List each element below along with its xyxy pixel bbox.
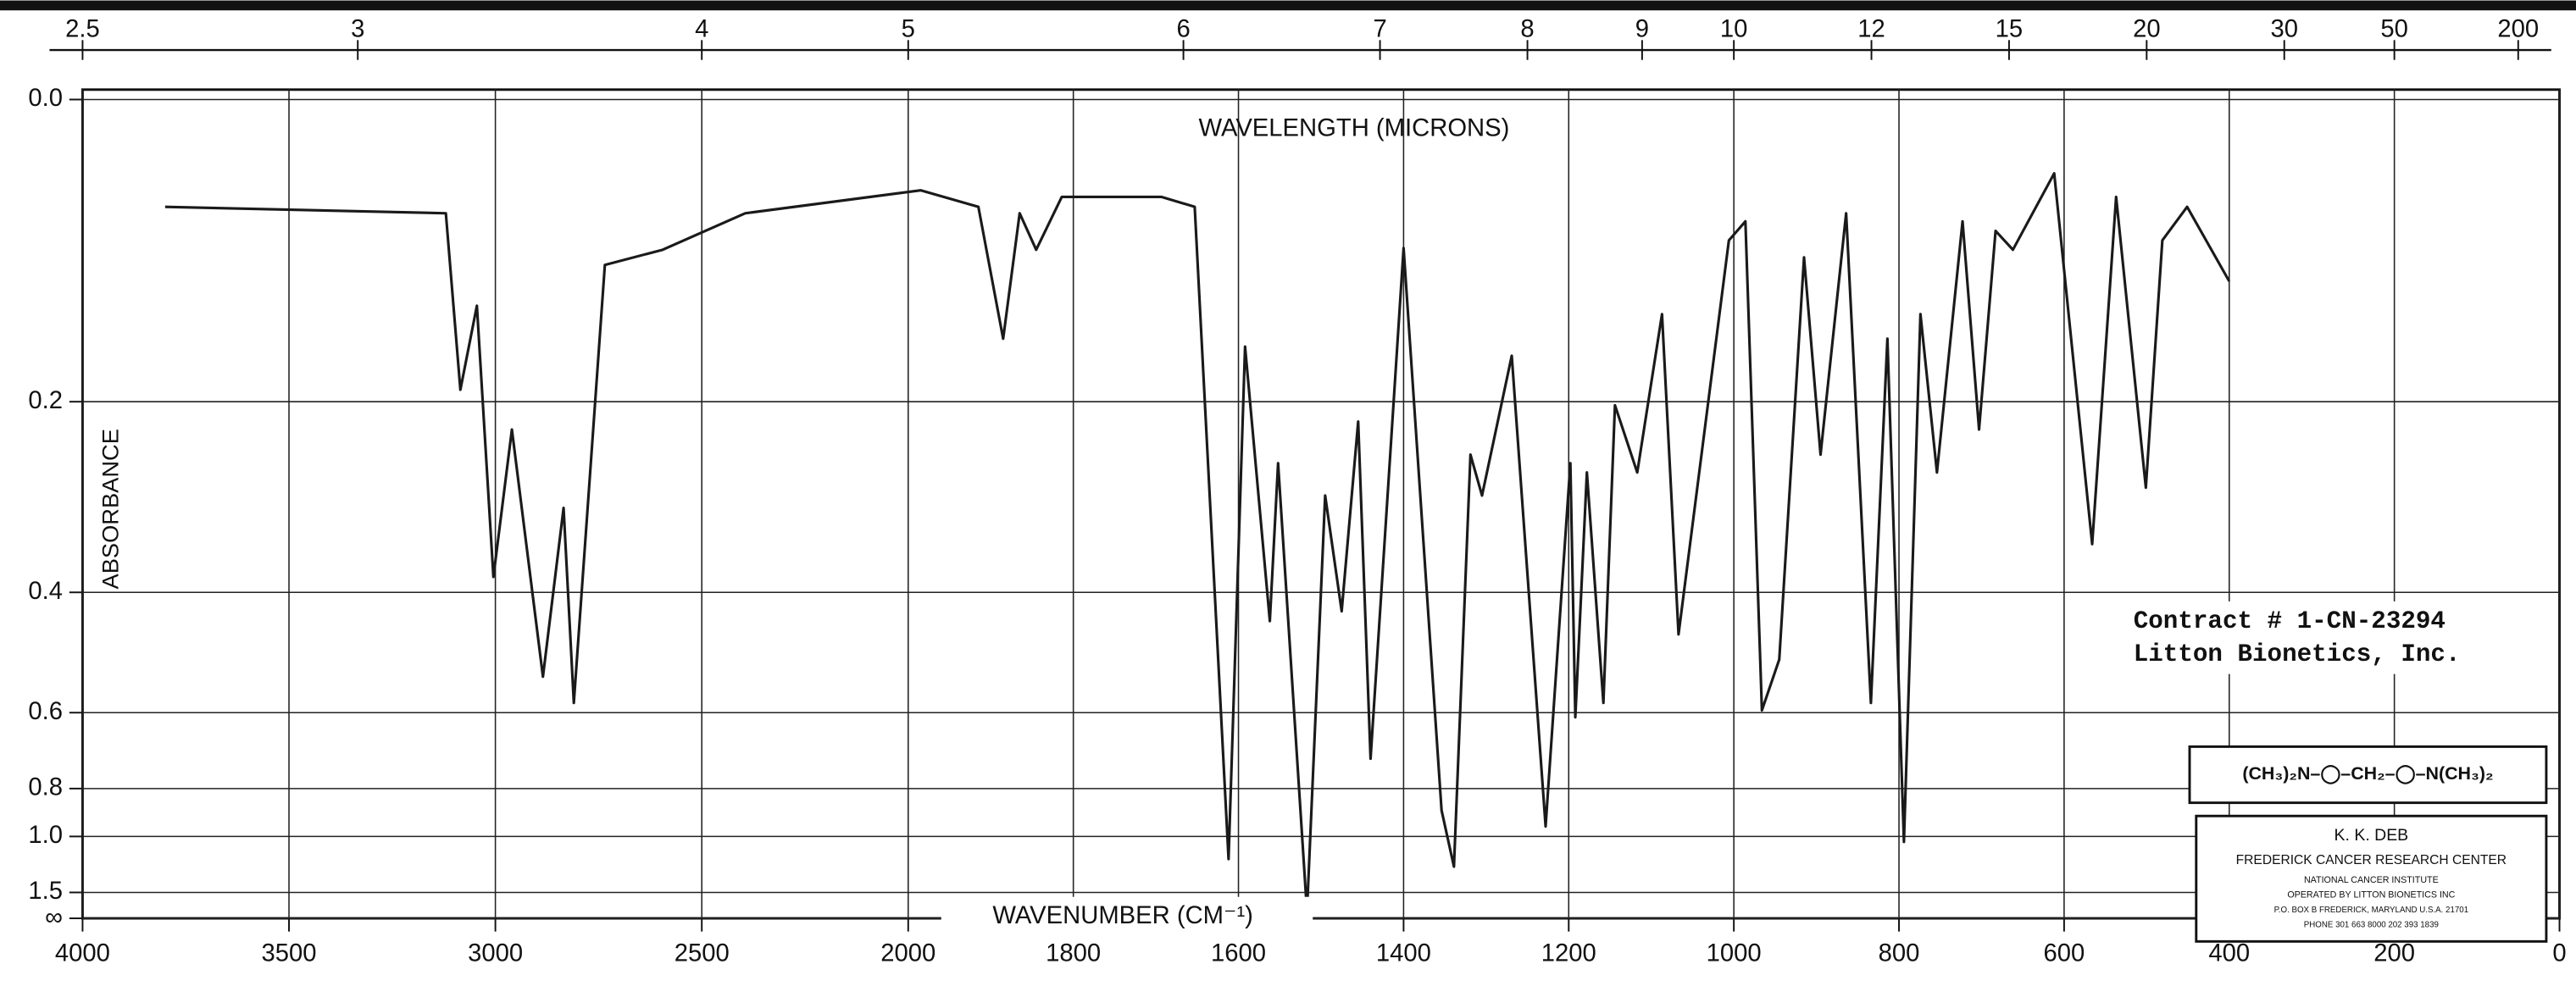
structure-formula: (CH₃)₂N–◯–CH₂–◯–N(CH₃)₂ bbox=[2242, 763, 2493, 784]
x-tick-label: 1000 bbox=[1707, 940, 1762, 967]
x-tick-label: 3000 bbox=[468, 940, 523, 967]
label-box bbox=[2195, 814, 2548, 943]
x-tick-label: 0 bbox=[2552, 940, 2566, 967]
x2-tick-label: 20 bbox=[2133, 15, 2161, 42]
label-line: K. K. DEB bbox=[2334, 826, 2409, 845]
x-tick-label: 2500 bbox=[675, 940, 730, 967]
x2-tick-label: 7 bbox=[1373, 15, 1386, 42]
x-tick-label: 2000 bbox=[880, 940, 935, 967]
x-label-bg bbox=[941, 896, 1313, 934]
x-tick-label: 1800 bbox=[1046, 940, 1101, 967]
chart-title: WAVELENGTH (MICRONS) bbox=[1199, 114, 1510, 141]
top-bar bbox=[0, 0, 2576, 11]
x-tick-label: 1200 bbox=[1541, 940, 1596, 967]
x2-tick-label: 30 bbox=[2270, 15, 2298, 42]
x-tick-label: 3500 bbox=[262, 940, 317, 967]
label-line: PHONE 301 663 8000 202 393 1839 bbox=[2304, 920, 2439, 929]
y-tick-label: 0.6 bbox=[28, 698, 63, 725]
x2-tick-label: 3 bbox=[351, 15, 364, 42]
annotation: Litton Bionetics, Inc. bbox=[2134, 640, 2461, 668]
y-tick-label: 0.2 bbox=[28, 387, 63, 414]
plot-frame bbox=[80, 88, 2561, 920]
spectrum-line bbox=[164, 172, 2231, 914]
x-axis-label: WAVENUMBER (CM⁻¹) bbox=[992, 902, 1253, 929]
x-tick-label: 1400 bbox=[1376, 940, 1431, 967]
x-tick-label: 200 bbox=[2373, 940, 2415, 967]
annotation: Contract # 1-CN-23294 bbox=[2134, 607, 2446, 635]
label-line: FREDERICK CANCER RESEARCH CENTER bbox=[2236, 853, 2507, 867]
x2-tick-label: 5 bbox=[902, 15, 915, 42]
y-tick-label: 0.4 bbox=[28, 578, 63, 605]
x-tick-label: 800 bbox=[1879, 940, 1920, 967]
x2-tick-label: 2.5 bbox=[65, 15, 100, 42]
label-line: OPERATED BY LITTON BIONETICS INC bbox=[2287, 890, 2455, 900]
x2-tick-label: 200 bbox=[2497, 15, 2539, 42]
y-tick-label: 0.8 bbox=[28, 774, 63, 801]
x-tick-label: 400 bbox=[2208, 940, 2250, 967]
x-tick-label: 1600 bbox=[1211, 940, 1266, 967]
label-line: NATIONAL CANCER INSTITUTE bbox=[2304, 875, 2439, 885]
label-line: P.O. BOX B FREDERICK, MARYLAND U.S.A. 21… bbox=[2274, 906, 2469, 915]
x2-tick-label: 10 bbox=[1720, 15, 1748, 42]
y-tick-label: 1.5 bbox=[28, 878, 63, 905]
y-axis-label: ABSORBANCE bbox=[97, 429, 124, 589]
y-tick-label: ∞ bbox=[45, 904, 63, 931]
y-tick-label: 1.0 bbox=[28, 822, 63, 849]
x2-tick-label: 4 bbox=[695, 15, 708, 42]
x-tick-label: 600 bbox=[2044, 940, 2085, 967]
annotation-bg bbox=[2126, 601, 2548, 674]
x2-tick-label: 15 bbox=[1996, 15, 2024, 42]
x2-tick-label: 50 bbox=[2380, 15, 2408, 42]
x2-tick-label: 12 bbox=[1857, 15, 1885, 42]
x-tick-label: 4000 bbox=[55, 940, 110, 967]
y-tick-label: 0.0 bbox=[28, 85, 63, 112]
structure-box bbox=[2188, 745, 2548, 805]
x2-tick-label: 8 bbox=[1520, 15, 1534, 42]
x2-tick-label: 9 bbox=[1635, 15, 1649, 42]
x2-tick-label: 6 bbox=[1176, 15, 1190, 42]
